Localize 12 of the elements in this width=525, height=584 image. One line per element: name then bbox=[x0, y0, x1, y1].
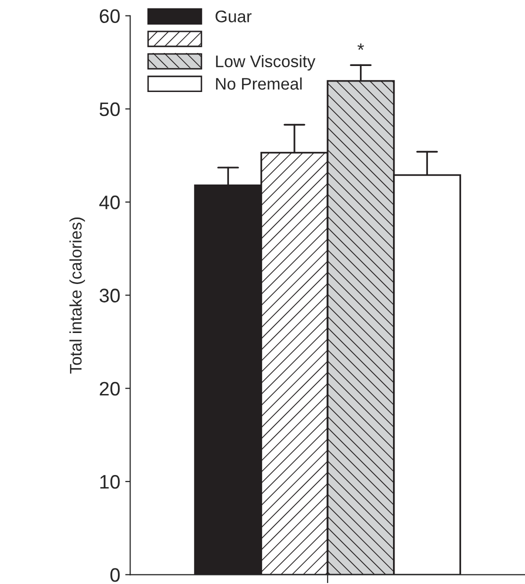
y-tick-label: 10 bbox=[100, 474, 120, 489]
y-tick-label: 20 bbox=[100, 382, 120, 396]
legend-label: Low Viscosity bbox=[216, 55, 316, 71]
legend-label: No Premeal bbox=[216, 77, 302, 90]
y-tick-label: 60 bbox=[100, 9, 120, 24]
legend-label: Guar bbox=[216, 10, 252, 22]
y-tick-label: 40 bbox=[99, 196, 120, 210]
y-tick-label: 30 bbox=[100, 288, 120, 302]
annotation: * bbox=[358, 43, 364, 50]
y-axis-title: Total intake (calories) bbox=[69, 218, 85, 374]
y-tick-label: 0 bbox=[110, 568, 120, 582]
y-tick-label: 50 bbox=[100, 102, 120, 116]
